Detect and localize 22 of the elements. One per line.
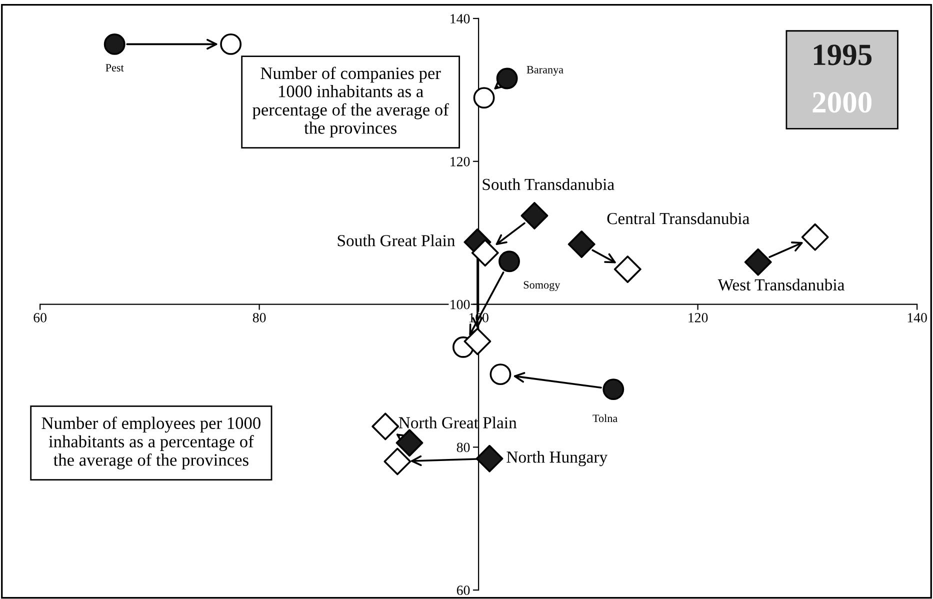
- text: 1995: [814, 44, 872, 66]
- annotation: South Great Plain: [338, 234, 455, 246]
- annotation: North Great Plain: [398, 416, 517, 428]
- y-axis-title: Number of companies per 1000 inhabitants as a percentage of the average of the provinces: [252, 66, 449, 138]
- x-tick-label: 60: [34, 313, 46, 322]
- annotation: Central Transdanubia: [607, 212, 750, 224]
- y-tick-label: 80: [456, 442, 470, 452]
- annotation: Somogy: [524, 281, 560, 291]
- y-tick-label: 120: [450, 156, 470, 166]
- annotation: Baranya: [526, 66, 564, 76]
- x-axis-title: Number of employees per 1000 inhabitants as a percentage of the average of the provinces: [42, 416, 260, 470]
- x-tick-label: 80: [252, 313, 266, 322]
- y-tick-label: 60: [456, 586, 470, 596]
- annotation: South Transdanubia: [482, 178, 614, 190]
- annotation: Pest: [106, 64, 124, 72]
- x-tick-label: 120: [688, 313, 708, 322]
- annotation: Tolna: [592, 414, 618, 422]
- y-tick-label: 100: [450, 300, 470, 310]
- x-tick-label: 140: [908, 313, 927, 322]
- annotation: West Transdanubia: [718, 278, 844, 291]
- annotation: North Hungary: [506, 451, 608, 466]
- y-tick-label: 140: [450, 14, 470, 24]
